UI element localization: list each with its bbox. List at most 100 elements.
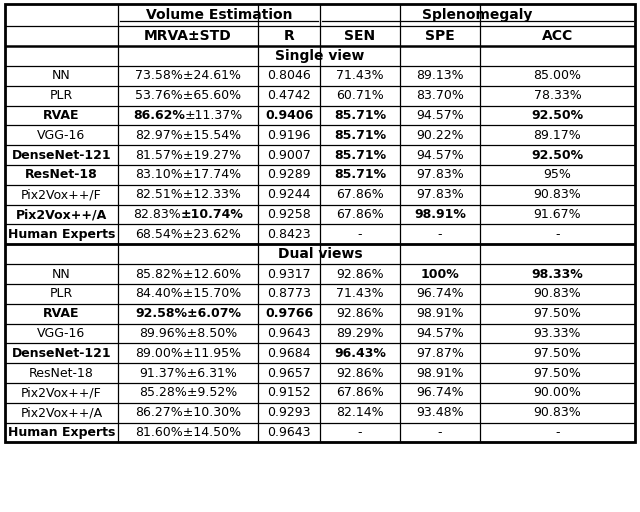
Text: VGG-16: VGG-16 xyxy=(37,129,86,142)
Text: 84.40%±15.70%: 84.40%±15.70% xyxy=(135,287,241,301)
Text: 100%: 100% xyxy=(420,268,460,281)
Text: 98.91%: 98.91% xyxy=(414,208,466,221)
Text: -: - xyxy=(556,228,560,241)
Text: 68.54%±23.62%: 68.54%±23.62% xyxy=(135,228,241,241)
Text: PLR: PLR xyxy=(50,89,73,102)
Text: Human Experts: Human Experts xyxy=(8,426,115,439)
Text: 94.57%: 94.57% xyxy=(416,148,464,162)
Text: MRVA±STD: MRVA±STD xyxy=(144,29,232,43)
Text: 97.83%: 97.83% xyxy=(416,188,464,201)
Text: 0.9152: 0.9152 xyxy=(267,387,311,399)
Text: 0.9317: 0.9317 xyxy=(267,268,311,281)
Text: 0.8773: 0.8773 xyxy=(267,287,311,301)
Text: 0.9684: 0.9684 xyxy=(267,347,311,360)
Text: 89.96%±8.50%: 89.96%±8.50% xyxy=(139,327,237,340)
Text: 93.33%: 93.33% xyxy=(534,327,581,340)
Text: ±11.37%: ±11.37% xyxy=(0,511,1,512)
Text: Dual views: Dual views xyxy=(278,247,362,261)
Text: ResNet-18: ResNet-18 xyxy=(29,367,94,379)
Text: 82.51%±12.33%: 82.51%±12.33% xyxy=(135,188,241,201)
Text: ResNet-18: ResNet-18 xyxy=(25,168,98,181)
Text: -: - xyxy=(438,426,442,439)
Text: 82.83%: 82.83% xyxy=(0,511,1,512)
Text: 82.14%: 82.14% xyxy=(336,406,384,419)
Text: 89.17%: 89.17% xyxy=(534,129,581,142)
Text: 94.57%: 94.57% xyxy=(416,327,464,340)
Text: Pix2Vox++/F: Pix2Vox++/F xyxy=(21,387,102,399)
Text: 90.83%: 90.83% xyxy=(534,287,581,301)
Text: 98.91%: 98.91% xyxy=(416,367,464,379)
Text: 98.91%: 98.91% xyxy=(416,307,464,320)
Text: 92.86%: 92.86% xyxy=(336,367,384,379)
Text: 93.48%: 93.48% xyxy=(416,406,464,419)
Text: 97.50%: 97.50% xyxy=(534,367,581,379)
Text: 97.87%: 97.87% xyxy=(416,347,464,360)
Text: SEN: SEN xyxy=(344,29,376,43)
Text: VGG-16: VGG-16 xyxy=(37,327,86,340)
Text: RVAE: RVAE xyxy=(44,109,80,122)
Text: 83.10%±17.74%: 83.10%±17.74% xyxy=(135,168,241,181)
Text: 82.83%: 82.83% xyxy=(132,208,180,221)
Text: 83.70%: 83.70% xyxy=(416,89,464,102)
Text: 0.9007: 0.9007 xyxy=(267,148,311,162)
Text: 85.71%: 85.71% xyxy=(334,109,386,122)
Text: PLR: PLR xyxy=(50,287,73,301)
Text: 86.62%: 86.62% xyxy=(133,109,185,122)
Text: 0.9258: 0.9258 xyxy=(267,208,311,221)
Text: 97.50%: 97.50% xyxy=(534,347,581,360)
Text: 71.43%: 71.43% xyxy=(336,70,384,82)
Text: 67.86%: 67.86% xyxy=(336,387,384,399)
Text: 89.13%: 89.13% xyxy=(416,70,464,82)
Bar xyxy=(5,4,635,442)
Text: 96.74%: 96.74% xyxy=(416,287,464,301)
Text: Pix2Vox++/A: Pix2Vox++/A xyxy=(16,208,107,221)
Text: 89.29%: 89.29% xyxy=(336,327,384,340)
Text: 81.57%±19.27%: 81.57%±19.27% xyxy=(135,148,241,162)
Text: 73.58%±24.61%: 73.58%±24.61% xyxy=(135,70,241,82)
Text: 91.37%±6.31%: 91.37%±6.31% xyxy=(139,367,237,379)
Text: Single view: Single view xyxy=(275,49,365,63)
Text: NN: NN xyxy=(52,268,71,281)
Text: 92.58%±6.07%: 92.58%±6.07% xyxy=(135,307,241,320)
Text: Pix2Vox++/A: Pix2Vox++/A xyxy=(20,406,102,419)
Text: -: - xyxy=(556,426,560,439)
Text: Human Experts: Human Experts xyxy=(8,228,115,241)
Text: 95%: 95% xyxy=(543,168,572,181)
Text: 85.71%: 85.71% xyxy=(334,168,386,181)
Text: 86.27%±10.30%: 86.27%±10.30% xyxy=(135,406,241,419)
Text: 96.74%: 96.74% xyxy=(416,387,464,399)
Text: 0.9244: 0.9244 xyxy=(268,188,311,201)
Text: RVAE: RVAE xyxy=(44,307,80,320)
Text: 82.97%±15.54%: 82.97%±15.54% xyxy=(135,129,241,142)
Text: -: - xyxy=(438,228,442,241)
Text: ACC: ACC xyxy=(542,29,573,43)
Text: 85.28%±9.52%: 85.28%±9.52% xyxy=(139,387,237,399)
Text: 0.9643: 0.9643 xyxy=(268,426,311,439)
Text: 60.71%: 60.71% xyxy=(336,89,384,102)
Text: 97.83%: 97.83% xyxy=(416,168,464,181)
Text: 85.71%: 85.71% xyxy=(334,129,386,142)
Text: DenseNet-121: DenseNet-121 xyxy=(12,347,111,360)
Text: 89.00%±11.95%: 89.00%±11.95% xyxy=(135,347,241,360)
Text: SPE: SPE xyxy=(425,29,455,43)
Text: ±10.74%: ±10.74% xyxy=(0,511,1,512)
Text: 97.50%: 97.50% xyxy=(534,307,581,320)
Text: 92.86%: 92.86% xyxy=(336,307,384,320)
Text: 0.8423: 0.8423 xyxy=(267,228,311,241)
Text: 90.83%: 90.83% xyxy=(534,406,581,419)
Text: R: R xyxy=(284,29,294,43)
Text: 53.76%±65.60%: 53.76%±65.60% xyxy=(135,89,241,102)
Text: Splenomegaly: Splenomegaly xyxy=(422,8,532,22)
Text: 0.4742: 0.4742 xyxy=(267,89,311,102)
Text: 90.22%: 90.22% xyxy=(416,129,464,142)
Text: 92.50%: 92.50% xyxy=(531,148,584,162)
Text: 0.9196: 0.9196 xyxy=(268,129,311,142)
Text: 85.82%±12.60%: 85.82%±12.60% xyxy=(135,268,241,281)
Text: 67.86%: 67.86% xyxy=(336,208,384,221)
Text: 0.9766: 0.9766 xyxy=(265,307,313,320)
Text: Pix2Vox++/F: Pix2Vox++/F xyxy=(21,188,102,201)
Text: -: - xyxy=(358,228,362,241)
Text: 96.43%: 96.43% xyxy=(334,347,386,360)
Text: 81.60%±14.50%: 81.60%±14.50% xyxy=(135,426,241,439)
Text: 85.71%: 85.71% xyxy=(334,148,386,162)
